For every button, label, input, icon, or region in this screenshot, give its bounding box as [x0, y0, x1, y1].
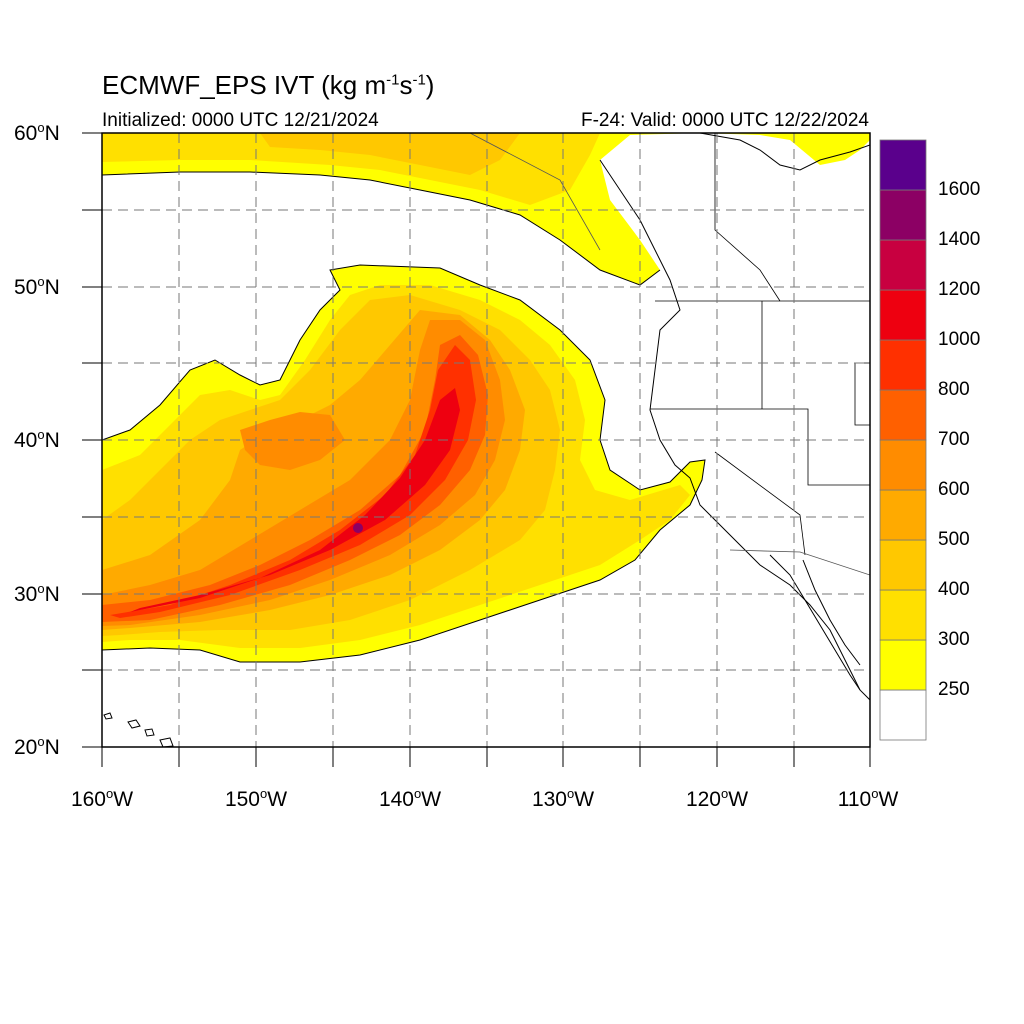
hawaii-islands: [103, 712, 174, 747]
colorbar-box-0: [879, 689, 927, 741]
ivt-max-spot: [353, 523, 363, 533]
ivt-region-400-north: [260, 133, 520, 175]
colorbar-box-6: [879, 389, 927, 441]
lon-label-140w: 140oW: [378, 786, 442, 811]
ivt-region-600-west: [240, 412, 345, 470]
colorbar-box-4: [879, 489, 927, 541]
lat-label-20: 20oN: [14, 734, 60, 759]
intl-border: [469, 133, 870, 576]
map-title: ECMWF_EPS IVT (kg m-1s-1): [102, 70, 435, 100]
lat-label-30: 30oN: [14, 581, 60, 606]
coastlines: [599, 133, 870, 701]
valid-time: F-24: Valid: 0000 UTC 12/22/2024: [581, 110, 869, 131]
ivt-region-1000: [130, 388, 460, 612]
colorbar-label-1200: 1200: [938, 279, 981, 300]
colorbar-box-2: [879, 589, 927, 641]
axis-ticks: [82, 132, 871, 767]
lat-lon-grid: [102, 133, 870, 747]
initialized-time: Initialized: 0000 UTC 12/21/2024: [102, 110, 379, 131]
colorbar-box-3: [879, 539, 927, 591]
lat-label-40: 40oN: [14, 427, 60, 452]
lon-label-160w: 160oW: [70, 786, 134, 811]
lon-label-150w: 150oW: [224, 786, 288, 811]
colorbar-label-600: 600: [938, 479, 970, 500]
lon-label-120w: 120oW: [685, 786, 749, 811]
colorbar-label-400: 400: [938, 579, 970, 600]
state-borders: [650, 133, 870, 556]
colorbar: [879, 139, 927, 741]
lat-label-50: 50oN: [14, 274, 60, 299]
colorbar-box-8: [879, 289, 927, 341]
colorbar-label-1600: 1600: [938, 179, 981, 200]
lon-label-130w: 130oW: [531, 786, 595, 811]
colorbar-box-11: [879, 139, 927, 191]
ivt-region-250-north: [102, 133, 870, 285]
colorbar-box-10: [879, 189, 927, 241]
colorbar-box-9: [879, 239, 927, 291]
colorbar-box-7: [879, 339, 927, 391]
lat-label-60: 60oN: [14, 120, 60, 145]
colorbar-label-700: 700: [938, 429, 970, 450]
colorbar-label-500: 500: [938, 529, 970, 550]
colorbar-box-5: [879, 439, 927, 491]
colorbar-label-300: 300: [938, 629, 970, 650]
colorbar-label-1400: 1400: [938, 229, 981, 250]
ivt-contour-outline-north: [102, 171, 661, 286]
colorbar-label-800: 800: [938, 379, 970, 400]
lon-label-110w: 110oW: [837, 786, 899, 811]
colorbar-label-1000: 1000: [938, 329, 981, 350]
ivt-field: [102, 133, 870, 747]
colorbar-label-250: 250: [938, 679, 970, 700]
colorbar-box-1: [879, 639, 927, 691]
